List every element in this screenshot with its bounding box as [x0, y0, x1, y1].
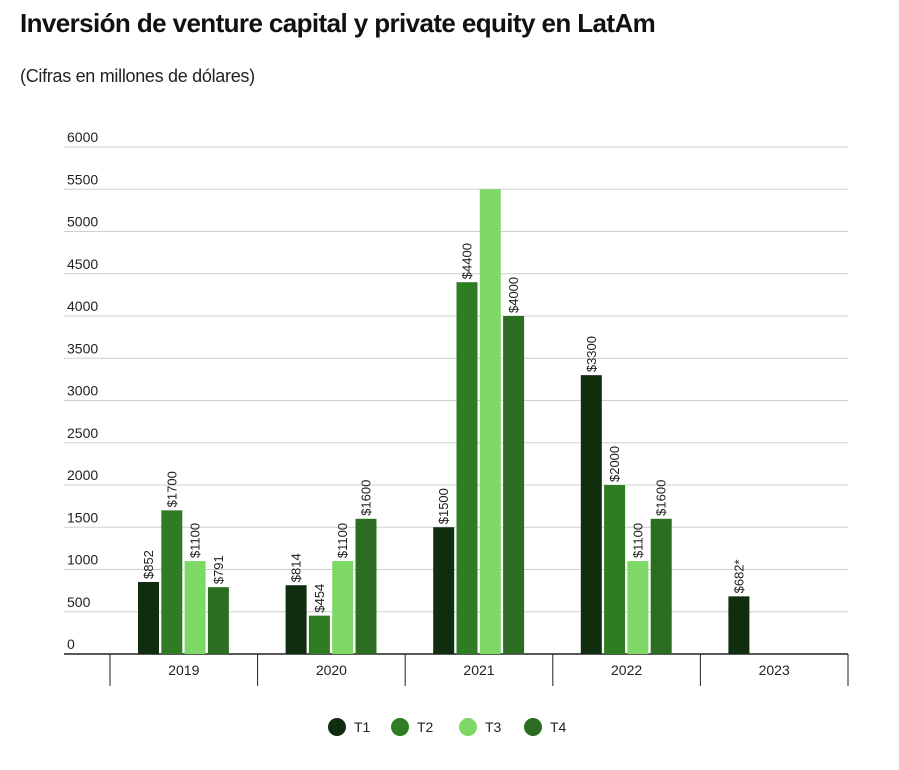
bar-t4-2019: [207, 587, 229, 654]
data-label: $4400: [460, 243, 475, 279]
y-tick-label: 6000: [67, 129, 98, 145]
data-label: $1600: [654, 480, 669, 516]
y-tick-label: 2500: [67, 425, 98, 441]
chart-subtitle: (Cifras en millones de dólares): [20, 66, 255, 86]
legend-marker-t4: [524, 718, 542, 736]
y-tick-label: 500: [67, 594, 91, 610]
bar-t2-2019: [161, 510, 183, 654]
x-tick-label: 2022: [611, 662, 642, 678]
bar-t2-2021: [456, 282, 478, 654]
bar-t3-2020: [332, 561, 354, 654]
legend-label-t3: T3: [485, 719, 502, 735]
legend-marker-t1: [328, 718, 346, 736]
bar-t3-2022: [627, 561, 649, 654]
bar-t1-2020: [285, 585, 307, 654]
data-label: $791: [211, 555, 226, 584]
data-label: $3300: [584, 336, 599, 372]
bar-t4-2021: [503, 316, 525, 654]
bar-t2-2022: [604, 485, 626, 654]
y-tick-label: 2000: [67, 467, 98, 483]
legend-marker-t2: [391, 718, 409, 736]
data-label: $1100: [630, 523, 645, 558]
y-tick-label: 1000: [67, 552, 98, 568]
x-tick-label: 2023: [759, 662, 790, 678]
bar-t1-2023: [728, 596, 750, 654]
y-tick-label: 0: [67, 636, 75, 652]
bar-t4-2022: [650, 518, 672, 654]
data-label: $814: [289, 553, 304, 582]
y-tick-label: 3000: [67, 383, 98, 399]
data-label: $1700: [164, 471, 179, 507]
data-label: $454: [312, 584, 327, 613]
y-tick-label: 5500: [67, 171, 98, 187]
legend-marker-t3: [459, 718, 477, 736]
x-tick-label: 2020: [316, 662, 347, 678]
y-tick-label: 4500: [67, 256, 98, 272]
y-tick-label: 4000: [67, 298, 98, 314]
data-label: $2000: [607, 446, 622, 482]
data-label: $1500: [436, 488, 451, 524]
data-label: $682*: [731, 559, 746, 593]
bar-t3-2019: [184, 561, 206, 654]
chart-title: Inversión de venture capital y private e…: [20, 8, 656, 38]
bar-t1-2021: [433, 527, 455, 654]
x-tick-label: 2021: [463, 662, 494, 678]
bar-t1-2022: [580, 375, 602, 654]
bar-t2-2020: [308, 615, 330, 654]
data-label: $1100: [188, 523, 203, 558]
y-tick-label: 3500: [67, 340, 98, 356]
data-label: $852: [141, 550, 156, 579]
legend-label-t4: T4: [550, 719, 567, 735]
y-tick-label: 1500: [67, 509, 98, 525]
y-tick-label: 5000: [67, 214, 98, 230]
legend-label-t2: T2: [417, 719, 434, 735]
data-label: $4000: [506, 277, 521, 313]
bar-t4-2020: [355, 518, 377, 654]
data-label: $1100: [335, 523, 350, 558]
bar-t1-2019: [138, 582, 159, 654]
x-tick-label: 2019: [168, 662, 199, 678]
legend-label-t1: T1: [354, 719, 371, 735]
data-label: $1600: [359, 480, 374, 516]
bar-t3-2021: [479, 189, 501, 654]
